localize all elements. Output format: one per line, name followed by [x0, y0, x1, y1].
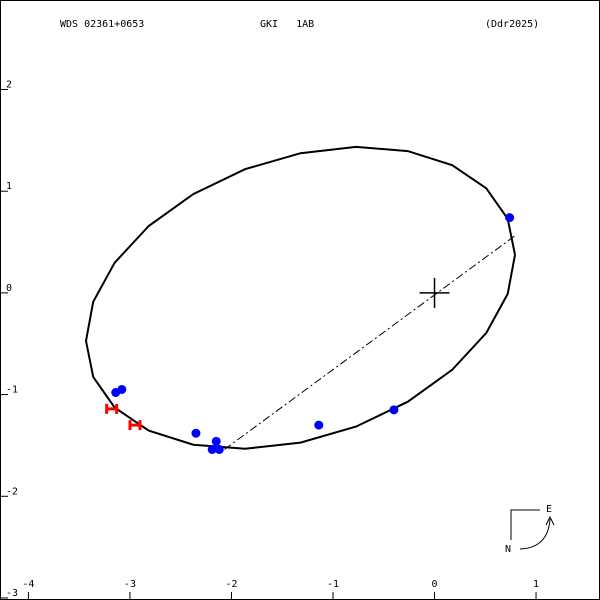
observation — [214, 444, 224, 454]
compass-axes — [510, 509, 540, 540]
compass-arrowhead — [545, 515, 555, 526]
observation — [314, 420, 324, 430]
observation — [105, 403, 119, 414]
compass-east: E — [546, 504, 552, 515]
x-tick-label: 0 — [432, 579, 438, 590]
y-tick-label: 2 — [6, 79, 12, 90]
y-tick-label: 0 — [6, 283, 12, 294]
observation — [207, 444, 217, 454]
observation — [191, 428, 201, 438]
chart-title: WDS 02361+0653 — [60, 19, 144, 30]
compass-north: N — [505, 544, 511, 555]
y-tick-label: -3 — [6, 588, 18, 599]
x-tick-label: -1 — [327, 579, 339, 590]
observation — [211, 436, 221, 446]
observation — [505, 213, 515, 223]
observation — [117, 384, 127, 394]
y-tick-label: -2 — [6, 486, 18, 497]
x-tick-label: 1 — [533, 579, 539, 590]
y-tick-label: 1 — [6, 181, 12, 192]
chart-note: (Ddr2025) — [485, 19, 539, 30]
y-tick-label: -1 — [6, 385, 18, 396]
compass — [510, 509, 555, 550]
chart-subtitle: GKI 1AB — [260, 19, 314, 30]
x-tick-label: -2 — [225, 579, 237, 590]
observation — [128, 420, 142, 431]
x-tick-label: -3 — [124, 579, 136, 590]
compass-arrow — [519, 518, 551, 550]
primary-star — [419, 277, 450, 308]
orbit — [84, 145, 516, 450]
observation — [389, 405, 399, 415]
line-of-nodes — [224, 235, 516, 450]
x-tick-label: -4 — [22, 579, 34, 590]
